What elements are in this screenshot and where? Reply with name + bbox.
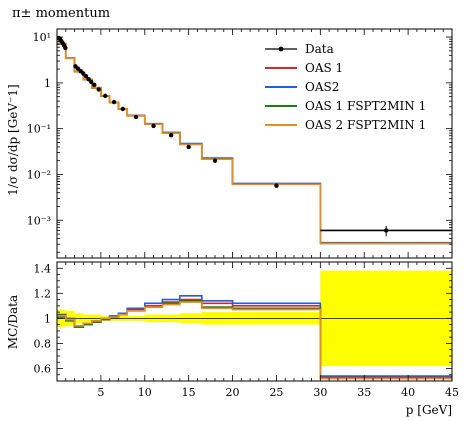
series-line-oas-1-fspt2min-1 <box>57 43 452 245</box>
data-marker <box>92 82 97 88</box>
data-point <box>92 82 97 88</box>
data-marker <box>89 79 94 85</box>
legend-label: OAS 2 FSPT2MIN 1 <box>305 118 426 132</box>
ratio-y-tick-label: 1.4 <box>34 262 52 275</box>
series-line-oas2 <box>57 42 452 244</box>
ratio-series-group <box>57 270 452 380</box>
ratio-y-axis-label: MC/Data <box>6 295 20 349</box>
main-series-group <box>57 35 452 245</box>
data-marker <box>274 183 279 188</box>
series-line-oas-2-fspt2min-1 <box>57 42 452 245</box>
data-marker <box>83 73 89 79</box>
ratio-y-tick-label: 0.8 <box>34 337 52 350</box>
legend: Data OAS 1 OAS2 OAS 1 FSPT2MIN 1 OAS 2 FSPT2… <box>265 42 426 132</box>
data-point <box>212 158 218 163</box>
legend-label: Data <box>305 42 334 56</box>
data-point <box>111 99 117 105</box>
data-point <box>89 79 94 85</box>
x-tick-label: 25 <box>269 386 283 399</box>
ratio-y-tick-label: 0.6 <box>34 362 52 375</box>
y-axis-label: 1/σ dσ/dp [GeV⁻1] <box>6 84 20 195</box>
data-marker <box>63 45 68 51</box>
data-marker <box>133 114 139 120</box>
data-point <box>186 144 191 150</box>
x-tick-label: 15 <box>182 386 196 399</box>
data-marker <box>151 123 156 129</box>
data-point <box>274 183 279 188</box>
data-marker <box>168 132 174 138</box>
main-frame <box>56 28 453 259</box>
x-axis-label: p [GeV] <box>406 403 452 417</box>
data-point <box>133 114 139 120</box>
data-point <box>83 73 89 79</box>
y-tick-label: 10⁻¹ <box>27 123 51 136</box>
x-tick-label: 35 <box>357 386 371 399</box>
data-marker <box>103 93 108 99</box>
ratio-y-tick-label: 1.2 <box>34 287 52 300</box>
legend-entry: OAS 1 FSPT2MIN 1 <box>265 99 426 113</box>
x-tick-label: 40 <box>401 386 415 399</box>
legend-entry: OAS2 <box>265 80 339 94</box>
x-tick-label: 45 <box>445 386 459 399</box>
ratio-frame <box>56 261 453 382</box>
data-marker <box>120 106 126 112</box>
data-point <box>168 132 174 138</box>
data-point <box>96 87 101 92</box>
x-tick-label: 5 <box>97 386 104 399</box>
ratio-line-oas-2-fspt2min-1 <box>57 301 452 380</box>
data-marker <box>212 158 218 163</box>
legend-entry: OAS 1 <box>265 61 343 75</box>
legend-entry: OAS 2 FSPT2MIN 1 <box>265 118 426 132</box>
x-tick-label: 30 <box>313 386 327 399</box>
y-tick-label: 1 <box>44 77 51 90</box>
data-point <box>151 123 156 129</box>
legend-label: OAS 1 FSPT2MIN 1 <box>305 99 426 113</box>
data-marker <box>96 87 101 92</box>
y-tick-label: 10⁻² <box>27 168 51 181</box>
main-plot: 10¹ 1 10⁻¹ 10⁻² 10⁻³ <box>27 28 453 259</box>
data-marker <box>383 228 389 233</box>
ratio-plot: 0.6 0.8 1 1.2 1.4 5 10 15 20 25 30 35 40 45 <box>34 261 459 399</box>
series-line-oas-1 <box>57 42 452 244</box>
legend-label: OAS 1 <box>305 61 343 75</box>
data-point <box>320 225 452 237</box>
chart-title: π± momentum <box>12 6 110 21</box>
y-tick-label: 10⁻³ <box>27 214 51 227</box>
data-marker <box>111 99 117 105</box>
data-marker <box>186 144 191 150</box>
legend-entry: Data <box>265 42 334 56</box>
data-point <box>103 93 108 99</box>
data-point <box>63 45 68 51</box>
legend-label: OAS2 <box>305 80 339 94</box>
data-point <box>120 106 126 112</box>
legend-data-marker <box>278 46 284 52</box>
x-tick-label: 10 <box>138 386 152 399</box>
y-tick-label: 10¹ <box>33 31 51 44</box>
x-tick-label: 20 <box>226 386 240 399</box>
ratio-y-tick-label: 1 <box>44 312 51 325</box>
